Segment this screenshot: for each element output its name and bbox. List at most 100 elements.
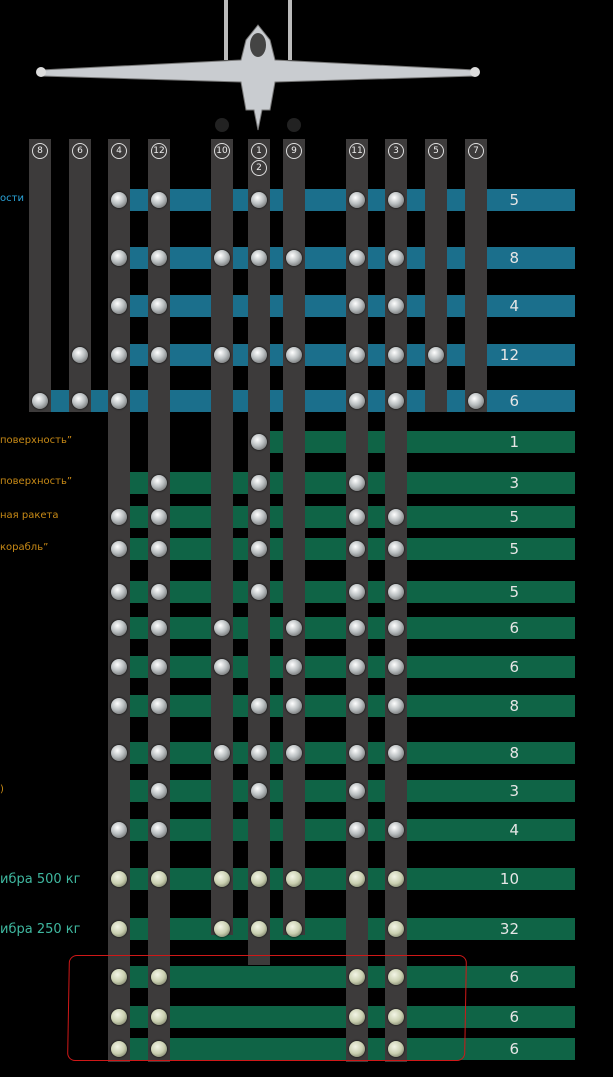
- weapon-icon[interactable]: [32, 393, 48, 409]
- station-column-12[interactable]: 12: [148, 139, 170, 1062]
- weapon-icon[interactable]: [214, 921, 230, 937]
- weapon-icon[interactable]: [286, 659, 302, 675]
- weapon-icon[interactable]: [388, 745, 404, 761]
- weapon-icon[interactable]: [111, 659, 127, 675]
- weapon-icon[interactable]: [72, 347, 88, 363]
- weapon-icon[interactable]: [388, 620, 404, 636]
- weapon-icon[interactable]: [111, 698, 127, 714]
- weapon-icon[interactable]: [111, 1009, 127, 1025]
- weapon-icon[interactable]: [151, 620, 167, 636]
- weapon-icon[interactable]: [111, 393, 127, 409]
- weapon-icon[interactable]: [388, 250, 404, 266]
- weapon-icon[interactable]: [151, 347, 167, 363]
- weapon-icon[interactable]: [111, 347, 127, 363]
- weapon-icon[interactable]: [151, 541, 167, 557]
- weapon-icon[interactable]: [388, 298, 404, 314]
- weapon-icon[interactable]: [111, 192, 127, 208]
- weapon-icon[interactable]: [388, 509, 404, 525]
- weapon-icon[interactable]: [111, 1041, 127, 1057]
- weapon-icon[interactable]: [349, 192, 365, 208]
- weapon-icon[interactable]: [251, 871, 267, 887]
- weapon-icon[interactable]: [151, 475, 167, 491]
- weapon-icon[interactable]: [286, 921, 302, 937]
- weapon-icon[interactable]: [388, 192, 404, 208]
- weapon-icon[interactable]: [111, 298, 127, 314]
- weapon-icon[interactable]: [151, 969, 167, 985]
- weapon-icon[interactable]: [349, 1009, 365, 1025]
- weapon-icon[interactable]: [349, 393, 365, 409]
- station-column-6[interactable]: 6: [69, 139, 91, 412]
- station-column-7[interactable]: 7: [465, 139, 487, 412]
- weapon-icon[interactable]: [251, 347, 267, 363]
- weapon-icon[interactable]: [111, 620, 127, 636]
- weapon-icon[interactable]: [468, 393, 484, 409]
- weapon-icon[interactable]: [151, 822, 167, 838]
- weapon-icon[interactable]: [388, 822, 404, 838]
- weapon-icon[interactable]: [251, 192, 267, 208]
- weapon-icon[interactable]: [111, 822, 127, 838]
- weapon-icon[interactable]: [111, 745, 127, 761]
- weapon-icon[interactable]: [388, 347, 404, 363]
- weapon-icon[interactable]: [349, 509, 365, 525]
- weapon-icon[interactable]: [349, 298, 365, 314]
- weapon-icon[interactable]: [214, 659, 230, 675]
- weapon-icon[interactable]: [349, 698, 365, 714]
- weapon-icon[interactable]: [388, 871, 404, 887]
- weapon-icon[interactable]: [111, 584, 127, 600]
- weapon-icon[interactable]: [349, 620, 365, 636]
- weapon-icon[interactable]: [349, 541, 365, 557]
- weapon-icon[interactable]: [214, 620, 230, 636]
- weapon-icon[interactable]: [349, 822, 365, 838]
- weapon-icon[interactable]: [388, 969, 404, 985]
- weapon-icon[interactable]: [349, 969, 365, 985]
- weapon-icon[interactable]: [72, 393, 88, 409]
- weapon-icon[interactable]: [349, 745, 365, 761]
- weapon-icon[interactable]: [349, 783, 365, 799]
- weapon-icon[interactable]: [286, 250, 302, 266]
- weapon-icon[interactable]: [111, 541, 127, 557]
- station-column-5[interactable]: 5: [425, 139, 447, 412]
- weapon-icon[interactable]: [251, 745, 267, 761]
- weapon-icon[interactable]: [388, 659, 404, 675]
- weapon-icon[interactable]: [349, 871, 365, 887]
- weapon-icon[interactable]: [151, 250, 167, 266]
- station-column-11[interactable]: 11: [346, 139, 368, 1062]
- weapon-icon[interactable]: [251, 698, 267, 714]
- weapon-icon[interactable]: [151, 783, 167, 799]
- weapon-icon[interactable]: [388, 1041, 404, 1057]
- weapon-icon[interactable]: [214, 347, 230, 363]
- weapon-icon[interactable]: [349, 659, 365, 675]
- weapon-icon[interactable]: [151, 871, 167, 887]
- weapon-icon[interactable]: [251, 783, 267, 799]
- weapon-icon[interactable]: [286, 347, 302, 363]
- weapon-icon[interactable]: [151, 659, 167, 675]
- weapon-icon[interactable]: [151, 1041, 167, 1057]
- weapon-icon[interactable]: [388, 541, 404, 557]
- weapon-icon[interactable]: [388, 921, 404, 937]
- weapon-icon[interactable]: [388, 393, 404, 409]
- weapon-icon[interactable]: [111, 509, 127, 525]
- weapon-icon[interactable]: [349, 584, 365, 600]
- weapon-icon[interactable]: [388, 1009, 404, 1025]
- weapon-icon[interactable]: [251, 541, 267, 557]
- weapon-icon[interactable]: [251, 584, 267, 600]
- weapon-icon[interactable]: [286, 620, 302, 636]
- weapon-icon[interactable]: [286, 745, 302, 761]
- weapon-icon[interactable]: [111, 250, 127, 266]
- weapon-icon[interactable]: [151, 298, 167, 314]
- weapon-icon[interactable]: [388, 584, 404, 600]
- weapon-icon[interactable]: [151, 698, 167, 714]
- weapon-icon[interactable]: [428, 347, 444, 363]
- weapon-icon[interactable]: [151, 1009, 167, 1025]
- weapon-icon[interactable]: [349, 1041, 365, 1057]
- weapon-icon[interactable]: [214, 745, 230, 761]
- weapon-icon[interactable]: [151, 192, 167, 208]
- weapon-icon[interactable]: [349, 475, 365, 491]
- weapon-icon[interactable]: [214, 871, 230, 887]
- weapon-icon[interactable]: [214, 250, 230, 266]
- weapon-icon[interactable]: [251, 509, 267, 525]
- weapon-icon[interactable]: [251, 475, 267, 491]
- weapon-icon[interactable]: [251, 921, 267, 937]
- weapon-icon[interactable]: [349, 250, 365, 266]
- weapon-icon[interactable]: [151, 584, 167, 600]
